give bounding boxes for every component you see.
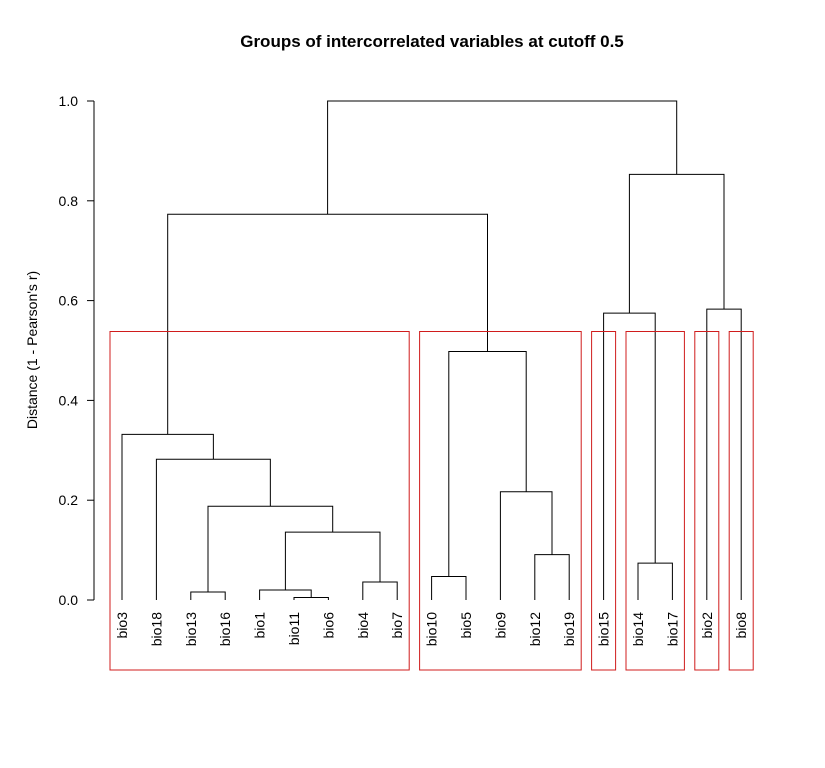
leaf-label: bio2 xyxy=(699,612,715,639)
leaf-label: bio19 xyxy=(561,612,577,646)
leaf-label: bio1 xyxy=(252,612,268,639)
group-box xyxy=(419,331,582,671)
dendrogram-branch xyxy=(603,312,656,600)
y-tick-label: 0.4 xyxy=(59,392,79,408)
group-box xyxy=(591,331,617,671)
dendrogram-branch xyxy=(448,350,527,577)
dendrogram-branch xyxy=(190,591,226,600)
leaf-label: bio18 xyxy=(148,612,164,646)
leaf-label: bio10 xyxy=(424,612,440,646)
dendrogram-branch xyxy=(155,458,271,600)
leaf-label: bio11 xyxy=(286,612,302,645)
leaf-label: bio5 xyxy=(458,612,474,639)
dendrogram-branches xyxy=(121,100,742,600)
leaf-label: bio13 xyxy=(183,612,199,646)
y-axis: 0.0 0.2 0.4 0.6 0.8 1.0 xyxy=(59,93,95,608)
y-tick-label: 0.0 xyxy=(59,592,79,608)
dendrogram-branch xyxy=(628,173,725,314)
group-box xyxy=(728,331,754,671)
leaf-labels: bio3 bio18 bio13 bio16 bio1 bio11 bio6 bio4 bio7… xyxy=(114,612,749,646)
cutoff-group-boxes xyxy=(109,331,754,671)
dendrogram-branch xyxy=(534,554,570,600)
dendrogram-branch xyxy=(207,505,334,593)
dendrogram-branch xyxy=(499,491,553,600)
leaf-label: bio12 xyxy=(527,612,543,646)
y-tick-label: 1.0 xyxy=(59,93,79,109)
chart-title: Groups of intercorrelated variables at c… xyxy=(240,32,624,51)
leaf-label: bio3 xyxy=(114,612,130,639)
y-tick-label: 0.2 xyxy=(59,492,79,508)
leaf-label: bio14 xyxy=(630,612,646,646)
y-tick-label: 0.6 xyxy=(59,293,79,309)
leaf-label: bio6 xyxy=(320,612,336,639)
leaf-label: bio4 xyxy=(355,612,371,639)
leaf-label: bio8 xyxy=(733,612,749,639)
dendrogram-branch xyxy=(327,100,678,215)
y-axis-label: Distance (1 - Pearson's r) xyxy=(24,271,40,429)
dendrogram-branch xyxy=(284,531,381,591)
leaf-label: bio16 xyxy=(217,612,233,646)
leaf-label: bio15 xyxy=(596,612,612,646)
group-box xyxy=(625,331,685,671)
dendrogram-branch xyxy=(362,581,398,600)
dendrogram-branch xyxy=(431,576,467,600)
leaf-label: bio9 xyxy=(492,612,508,639)
dendrogram-branch xyxy=(706,308,742,600)
y-tick-label: 0.8 xyxy=(59,193,79,209)
dendrogram-branch xyxy=(293,597,329,600)
group-box xyxy=(694,331,720,671)
leaf-label: bio17 xyxy=(664,612,680,646)
dendrogram-branch xyxy=(637,562,673,600)
leaf-label: bio7 xyxy=(389,612,405,639)
dendrogram-branch xyxy=(259,589,312,600)
group-box xyxy=(109,331,410,671)
dendrogram-branch xyxy=(167,213,488,435)
